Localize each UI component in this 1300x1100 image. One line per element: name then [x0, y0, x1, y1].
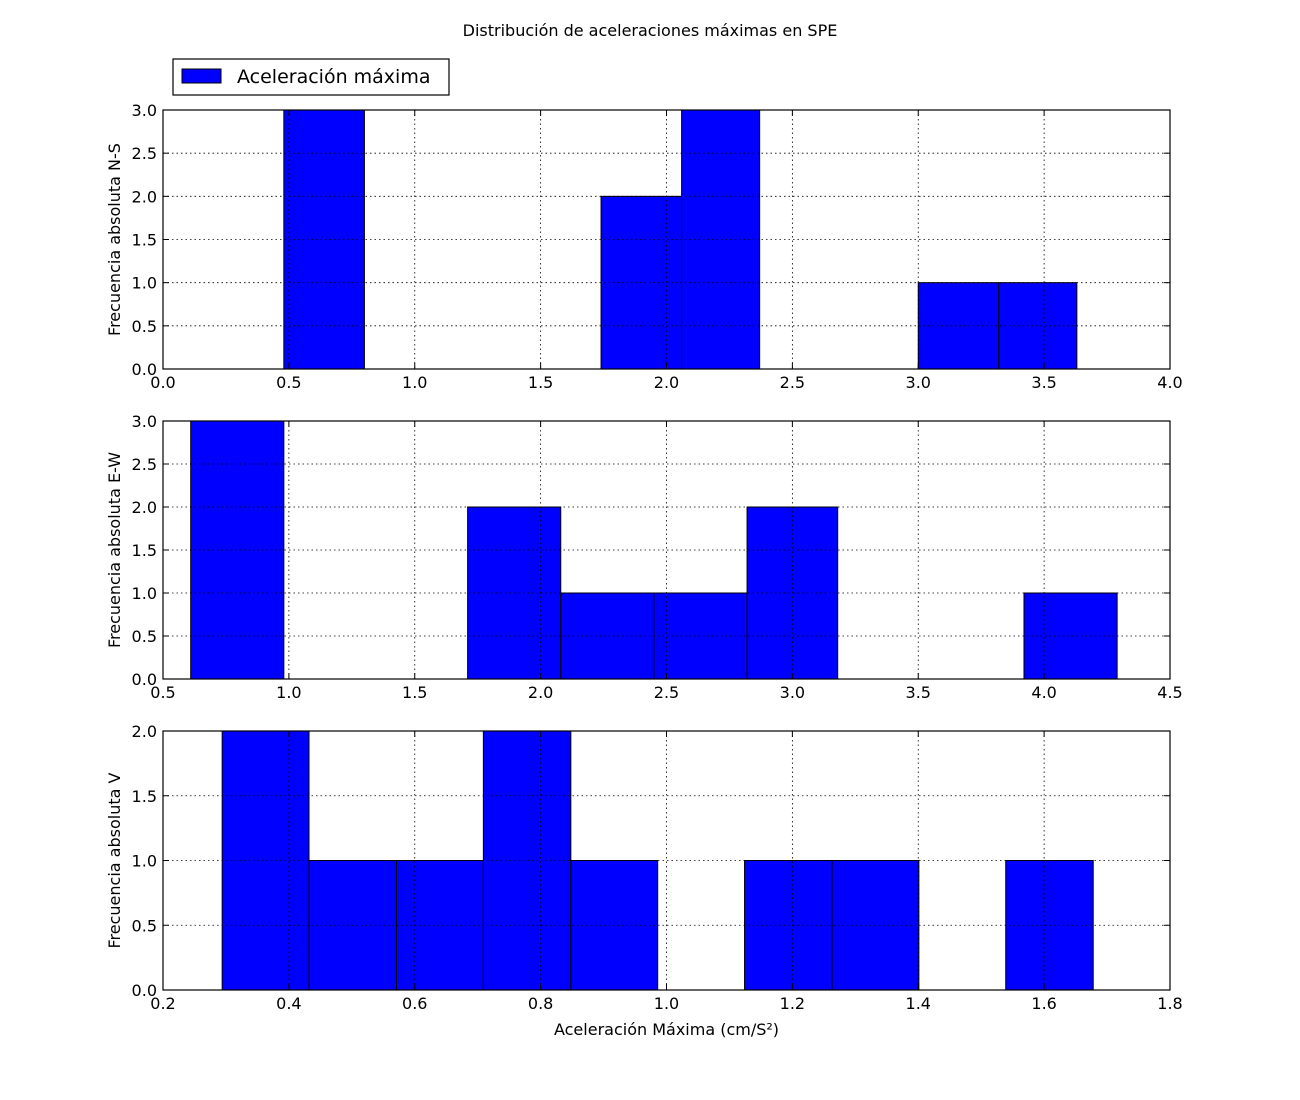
v-ylabel: Frecuencia absoluta V — [105, 772, 124, 948]
ew-xtick-label-6: 3.5 — [906, 683, 931, 702]
ew-bar-4 — [560, 592, 655, 680]
v-ytick-label-3: 1.5 — [132, 787, 157, 806]
ew-ytick-label-5: 2.5 — [132, 455, 157, 474]
v-xtick-label-6: 1.4 — [906, 994, 931, 1013]
legend-swatch — [181, 68, 222, 84]
v-xtick-label-2: 0.6 — [402, 994, 427, 1013]
ew-xtick-label-0: 0.5 — [150, 683, 175, 702]
ns-xtick-label-8: 4.0 — [1157, 373, 1182, 392]
ns-ytick-label-2: 1.0 — [132, 274, 157, 293]
v-xlabel: Aceleración Máxima (cm/S²) — [554, 1020, 779, 1039]
v-xtick-label-3: 0.8 — [528, 994, 553, 1013]
ew-bar-0 — [190, 420, 285, 680]
ew-bar-9 — [1023, 592, 1118, 680]
ns-bar-5 — [681, 109, 761, 370]
v-ytick-label-4: 2.0 — [132, 722, 157, 741]
ns-bar-0 — [283, 109, 365, 370]
panel-north-south: 0.0 0.5 1.0 1.5 2.0 2.5 3.0 3.5 4.0 0.0 0.5 1.0 1.5 2… — [105, 101, 1183, 392]
v-ytick-label-1: 0.5 — [132, 916, 157, 935]
ns-xtick-label-6: 3.0 — [906, 373, 931, 392]
v-bar-9 — [1005, 860, 1094, 991]
ns-xtick-label-0: 0.0 — [150, 373, 175, 392]
ew-xtick-label-8: 4.5 — [1157, 683, 1182, 702]
ns-ytick-label-1: 0.5 — [132, 317, 157, 336]
legend: Aceleración máxima — [172, 58, 450, 96]
ns-ytick-label-4: 2.0 — [132, 187, 157, 206]
ns-bar-9 — [998, 282, 1078, 370]
ns-xtick-label-2: 1.0 — [402, 373, 427, 392]
ew-ytick-label-2: 1.0 — [132, 584, 157, 603]
ew-ytick-label-6: 3.0 — [132, 412, 157, 431]
figure-title: Distribución de aceleraciones máximas en… — [463, 21, 838, 40]
ew-axes-frame — [162, 420, 1171, 680]
ew-ytick-label-4: 2.0 — [132, 498, 157, 517]
ns-axes-frame — [162, 109, 1171, 370]
ns-ytick-label-5: 2.5 — [132, 144, 157, 163]
ew-xtick-label-1: 1.0 — [276, 683, 301, 702]
ns-ytick-label-3: 1.5 — [132, 231, 157, 250]
ew-ytick-label-1: 0.5 — [132, 627, 157, 646]
ns-bar-8 — [917, 282, 1000, 370]
v-xtick-label-1: 0.4 — [276, 994, 301, 1013]
ew-ytick-label-3: 1.5 — [132, 541, 157, 560]
ew-ytick-label-0: 0.0 — [132, 670, 157, 689]
v-xtick-label-5: 1.2 — [780, 994, 805, 1013]
ns-xtick-label-4: 2.0 — [654, 373, 679, 392]
v-xtick-label-4: 1.0 — [654, 994, 679, 1013]
ew-ylabel: Frecuencia absoluta E-W — [105, 452, 124, 648]
ew-xtick-label-3: 2.0 — [528, 683, 553, 702]
legend-label: Aceleración máxima — [237, 66, 430, 88]
ns-xtick-label-5: 2.5 — [780, 373, 805, 392]
v-axes-frame — [162, 730, 1171, 991]
ns-ytick-label-0: 0.0 — [132, 360, 157, 379]
v-ytick-label-0: 0.0 — [132, 981, 157, 1000]
v-bar-3 — [482, 730, 572, 991]
ns-xtick-label-7: 3.5 — [1031, 373, 1056, 392]
ew-xtick-label-5: 3.0 — [780, 683, 805, 702]
ns-xtick-label-1: 0.5 — [276, 373, 301, 392]
ew-xtick-label-2: 1.5 — [402, 683, 427, 702]
v-xtick-label-0: 0.2 — [150, 994, 175, 1013]
ns-ytick-label-6: 3.0 — [132, 101, 157, 120]
panel-vertical: 0.2 0.4 0.6 0.8 1.0 1.2 1.4 1.6 1.8 0.0 0.5 1.0 1.5 2… — [105, 722, 1183, 1039]
v-xtick-label-7: 1.6 — [1031, 994, 1056, 1013]
v-xtick-label-8: 1.8 — [1157, 994, 1182, 1013]
v-bar-6 — [744, 860, 833, 991]
ns-xtick-label-3: 1.5 — [528, 373, 553, 392]
ew-bar-5 — [653, 592, 748, 680]
v-ytick-label-2: 1.0 — [132, 852, 157, 871]
ew-xtick-label-4: 2.5 — [654, 683, 679, 702]
panel-east-west: 0.5 1.0 1.5 2.0 2.5 3.0 3.5 4.0 4.50.00.51.01.52… — [105, 412, 1183, 702]
ew-xtick-label-7: 4.0 — [1031, 683, 1056, 702]
ns-ylabel: Frecuencia absoluta N-S — [105, 143, 124, 336]
